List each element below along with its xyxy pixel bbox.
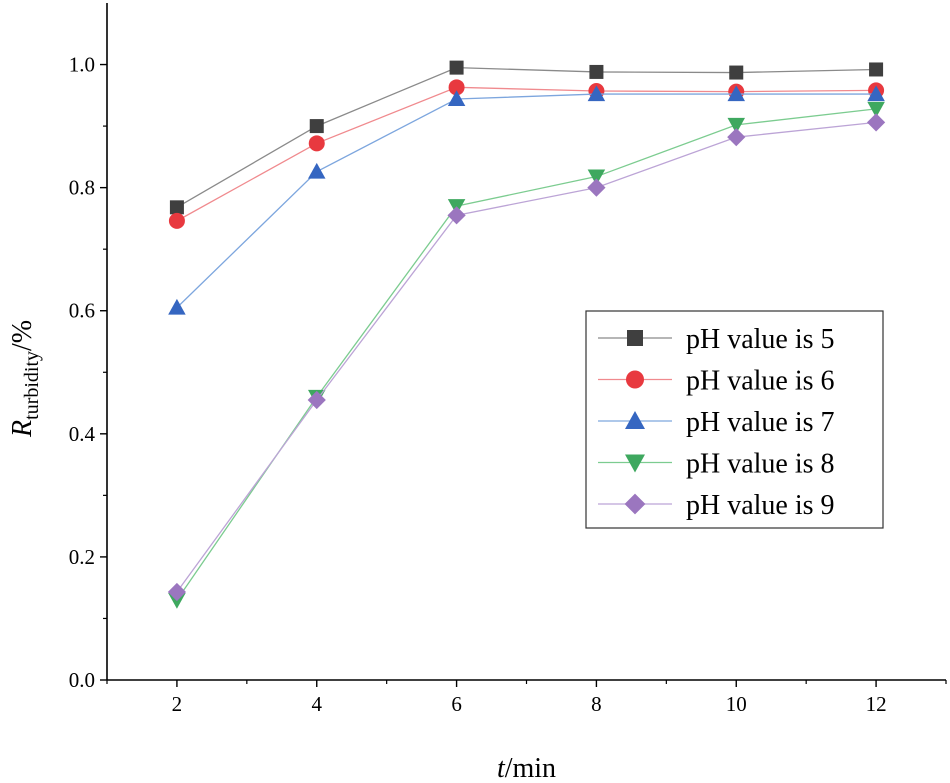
y-tick-label: 0.6 [69, 299, 95, 323]
y-tick-label: 0.8 [69, 176, 95, 200]
series-line [176, 121, 877, 593]
series-layer [167, 60, 886, 609]
data-point [587, 169, 606, 186]
series-line [176, 66, 877, 208]
legend-label: pH value is 6 [686, 366, 835, 397]
series-1 [169, 60, 884, 215]
series-4 [168, 101, 885, 609]
data-point [729, 65, 744, 80]
legend: pH value is 5 pH value is 6 pH value is 7 p… [585, 310, 884, 529]
series-2 [168, 79, 885, 229]
x-tick-label: 4 [312, 692, 323, 716]
data-point [168, 298, 186, 315]
legend-marker [627, 330, 643, 346]
data-point [168, 212, 185, 229]
legend-marker [625, 411, 645, 429]
data-point [727, 85, 745, 102]
data-point [867, 101, 885, 118]
legend-label: pH value is 7 [686, 407, 835, 438]
legend-marker [624, 493, 646, 515]
y-axis-title-subscript: turbidity [21, 351, 43, 420]
legend-item-1: pH value is 5 [598, 324, 835, 355]
legend-item-2: pH value is 6 [598, 366, 835, 397]
data-point [866, 113, 886, 132]
data-point [727, 117, 745, 134]
data-point [447, 206, 466, 225]
x-axis-title: t/min [497, 753, 556, 783]
x-axis-title-variable: t [497, 753, 506, 783]
y-tick-label: 0.4 [69, 422, 96, 446]
x-tick-label: 2 [172, 692, 183, 716]
y-axis-title-variable: R [7, 420, 38, 438]
y-tick-label: 0.2 [69, 545, 95, 569]
legend-label: pH value is 5 [686, 324, 835, 355]
series-line [176, 93, 877, 309]
legend-label: pH value is 9 [686, 490, 835, 521]
axes: 2 4 6 8 10 12 0.0 0.2 0.4 0.6 0.8 1.0 [69, 3, 947, 716]
data-point [169, 200, 184, 215]
series-3 [168, 85, 885, 315]
series-line [176, 86, 877, 222]
y-tick-label: 0.0 [69, 668, 95, 692]
legend-item-3: pH value is 7 [598, 407, 835, 438]
y-tick-label: 1.0 [69, 53, 95, 77]
x-tick-label: 10 [726, 692, 747, 716]
data-point [167, 582, 187, 602]
legend-label: pH value is 8 [686, 449, 835, 480]
series-5 [167, 113, 886, 602]
data-point [869, 62, 884, 77]
data-point [308, 135, 325, 152]
data-point [587, 178, 606, 197]
data-point [308, 162, 326, 179]
data-point [867, 85, 885, 102]
x-tick-label: 6 [451, 692, 462, 716]
data-point [448, 79, 465, 96]
legend-marker [626, 370, 644, 389]
data-point [309, 119, 324, 134]
data-point [307, 390, 326, 410]
legend-item-5: pH value is 9 [598, 490, 835, 521]
legend-marker [625, 454, 645, 473]
legend-item-4: pH value is 8 [598, 449, 835, 480]
series-line [176, 108, 877, 601]
y-axis-title: Rturbidity/% [7, 320, 43, 438]
data-point [589, 64, 604, 79]
x-tick-label: 8 [591, 692, 602, 716]
y-axis-title-unit: /% [7, 320, 38, 351]
data-point [727, 128, 746, 147]
x-axis-title-unit: /min [505, 753, 556, 783]
data-point [447, 90, 466, 107]
data-point [587, 85, 606, 102]
data-point [449, 60, 464, 75]
x-tick-label: 12 [866, 692, 887, 716]
